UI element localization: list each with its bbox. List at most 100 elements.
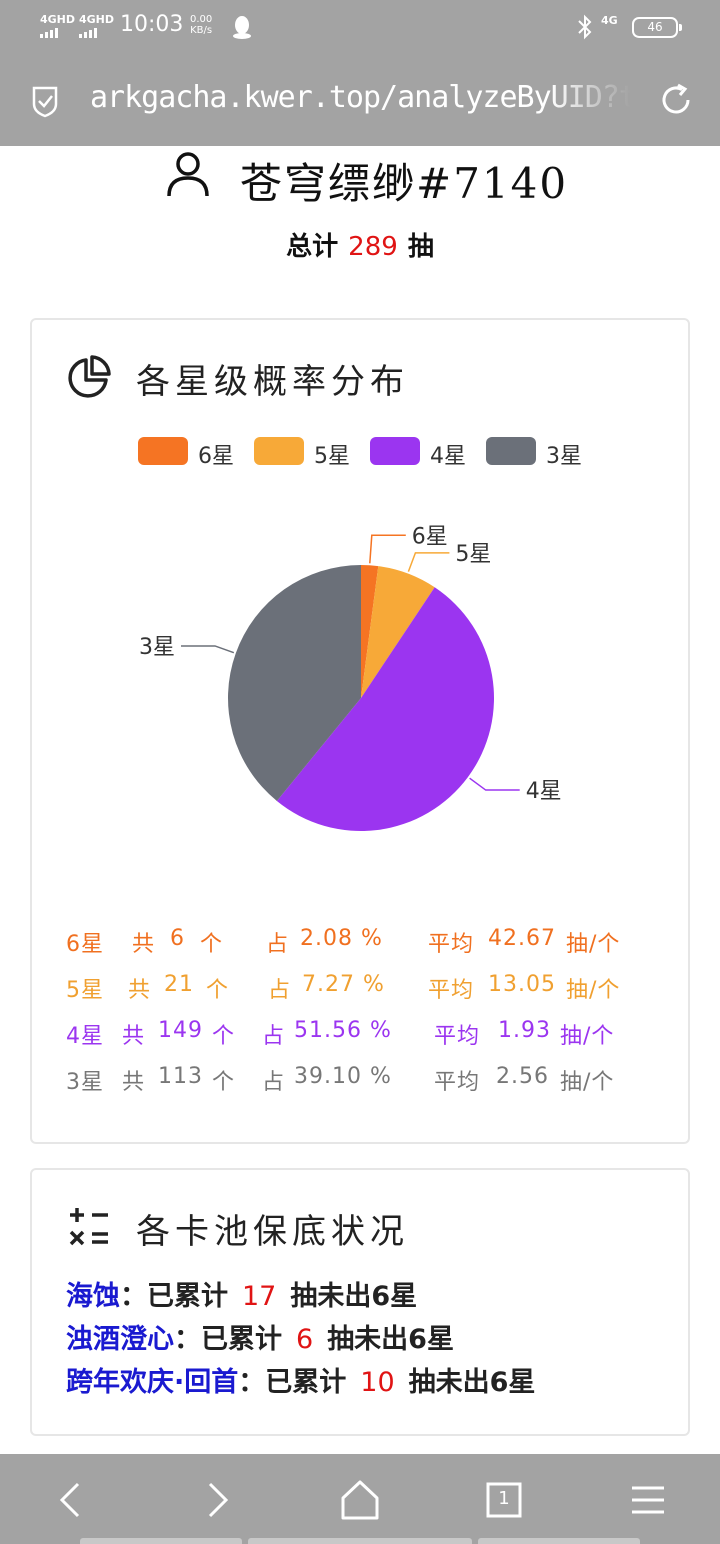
stat-gong: 共 bbox=[132, 932, 156, 957]
legend-swatch bbox=[486, 437, 536, 465]
pool-suffix: 抽未出6星 bbox=[327, 1324, 454, 1355]
legend-swatch bbox=[138, 437, 188, 465]
stat-gong: 共 bbox=[122, 1070, 146, 1095]
pity-card: 各卡池保底状况 海蚀：已累计 17 抽未出6星 浊酒澄心：已累计 6 抽未出6星 跨年欢… bbox=[30, 1168, 690, 1436]
pool-suffix: 抽未出6星 bbox=[290, 1281, 418, 1312]
pie-label-1: 6星 bbox=[412, 524, 448, 549]
legend-label: 3星 bbox=[546, 444, 582, 469]
distribution-card: 各星级概率分布 6星 5星 4星 3星 6星 5星 4星 3星 6星 共 6 个 占 … bbox=[30, 318, 690, 1144]
stat-ge: 个 bbox=[200, 932, 224, 957]
forward-icon[interactable] bbox=[194, 1478, 238, 1522]
total-prefix: 总计 bbox=[286, 232, 339, 262]
pool-prefix: 已累计 bbox=[147, 1281, 228, 1312]
stat-count: 21 bbox=[164, 972, 194, 997]
stat-avg-label: 平均 bbox=[434, 1070, 481, 1095]
pie-label-4: 3星 bbox=[139, 635, 175, 660]
stat-avg-label: 平均 bbox=[428, 932, 475, 957]
pool-suffix: 抽未出6星 bbox=[408, 1367, 536, 1398]
stat-gong: 共 bbox=[128, 978, 152, 1003]
stat-ge: 个 bbox=[212, 1070, 236, 1095]
status-bar: 4GHD 4GHD 10:03 0.00 KB/s 4G 46 bbox=[0, 0, 720, 56]
browser-address-bar: arkgacha.kwer.top/analyzeByUID?to bbox=[0, 56, 720, 146]
pity-row: 海蚀：已累计 17 抽未出6星 bbox=[66, 1274, 535, 1317]
stat-gong: 共 bbox=[122, 1024, 146, 1049]
stat-zhan: 占 bbox=[266, 932, 290, 957]
stat-count: 149 bbox=[158, 1018, 203, 1043]
speed-unit: KB/s bbox=[190, 25, 213, 36]
speed-value: 0.00 bbox=[190, 14, 213, 25]
stat-count: 113 bbox=[158, 1064, 203, 1089]
stat-unit: 抽/个 bbox=[566, 978, 621, 1003]
pie-slice-3[interactable] bbox=[276, 587, 494, 831]
stat-zhan: 占 bbox=[268, 978, 292, 1003]
network-type: 4G bbox=[601, 14, 618, 27]
pool-name: 跨年欢庆·回首 bbox=[66, 1367, 239, 1398]
pie-label-line-2 bbox=[407, 552, 450, 572]
pool-name: 浊酒澄心 bbox=[66, 1324, 174, 1355]
url-field[interactable]: arkgacha.kwer.top/analyzeByUID?to bbox=[90, 80, 630, 122]
pity-row: 浊酒澄心：已累计 6 抽未出6星 bbox=[66, 1317, 535, 1360]
user-icon bbox=[167, 152, 209, 197]
stat-star: 6星 bbox=[66, 932, 104, 957]
stat-row-3star: 3星 共 113 个 占 39.10 % 平均 2.56 抽/个 bbox=[66, 1064, 666, 1110]
pie-label-line-3 bbox=[469, 777, 520, 791]
stat-count: 6 bbox=[170, 926, 185, 951]
menu-icon[interactable] bbox=[626, 1478, 670, 1522]
signal-bars-icon bbox=[79, 27, 114, 38]
tabs-icon bbox=[486, 1482, 522, 1518]
legend-label: 5星 bbox=[314, 444, 350, 469]
back-icon[interactable] bbox=[50, 1478, 94, 1522]
browser-nav-bar: 1 bbox=[0, 1454, 720, 1544]
pool-colon: ： bbox=[174, 1324, 201, 1355]
stat-unit: 抽/个 bbox=[566, 932, 621, 957]
legend-label: 4星 bbox=[430, 444, 466, 469]
pool-count: 10 bbox=[360, 1367, 395, 1398]
stat-zhan: 占 bbox=[262, 1024, 286, 1049]
stat-pct: 7.27 % bbox=[302, 972, 385, 997]
signal-bars-icon bbox=[40, 27, 75, 38]
signal-2-label: 4GHD bbox=[79, 13, 115, 26]
stat-row-4star: 4星 共 149 个 占 51.56 % 平均 1.93 抽/个 bbox=[66, 1018, 666, 1064]
stat-row-6star: 6星 共 6 个 占 2.08 % 平均 42.67 抽/个 bbox=[66, 926, 666, 972]
tab-strip bbox=[80, 1538, 640, 1544]
stat-ge: 个 bbox=[212, 1024, 236, 1049]
stat-avg-label: 平均 bbox=[434, 1024, 481, 1049]
qq-icon bbox=[233, 16, 251, 39]
stat-star: 4星 bbox=[66, 1024, 104, 1049]
stat-avg: 42.67 bbox=[488, 926, 556, 951]
pie-slice-4[interactable] bbox=[228, 565, 361, 802]
pie-chart-icon bbox=[68, 355, 111, 398]
pie-slice-1[interactable] bbox=[361, 565, 379, 698]
stat-avg: 13.05 bbox=[488, 972, 556, 997]
pie-label-3: 4星 bbox=[526, 779, 562, 804]
pie-slice-2[interactable] bbox=[361, 566, 435, 698]
pie-chart: 6星 5星 4星 3星 bbox=[139, 524, 562, 831]
pool-prefix: 已累计 bbox=[265, 1367, 347, 1398]
total-count: 289 bbox=[348, 232, 398, 262]
reload-icon[interactable] bbox=[658, 82, 694, 118]
pool-count: 6 bbox=[296, 1324, 314, 1355]
pie-label-line-4 bbox=[180, 645, 235, 654]
pool-prefix: 已累计 bbox=[201, 1324, 282, 1355]
bluetooth-icon bbox=[578, 14, 592, 40]
clock: 10:03 bbox=[120, 12, 184, 37]
signal-1: 4GHD bbox=[40, 14, 75, 38]
shield-check-icon[interactable] bbox=[30, 84, 60, 118]
total-pulls: 总计 289 抽 bbox=[0, 226, 720, 263]
stat-avg: 1.93 bbox=[498, 1018, 551, 1043]
home-icon[interactable] bbox=[338, 1478, 382, 1522]
calculator-icon bbox=[69, 1208, 108, 1246]
battery-icon: 46 bbox=[632, 17, 682, 38]
pie-label-2: 5星 bbox=[455, 542, 491, 567]
pool-count: 17 bbox=[242, 1281, 277, 1312]
pity-list: 海蚀：已累计 17 抽未出6星 浊酒澄心：已累计 6 抽未出6星 跨年欢庆·回首：已累计… bbox=[66, 1274, 535, 1403]
stat-star: 5星 bbox=[66, 978, 104, 1003]
pool-name: 海蚀 bbox=[66, 1281, 120, 1312]
stat-unit: 抽/个 bbox=[560, 1070, 615, 1095]
star-stats: 6星 共 6 个 占 2.08 % 平均 42.67 抽/个 5星 共 21 个… bbox=[66, 926, 666, 1110]
pool-colon: ： bbox=[238, 1367, 266, 1398]
tabs-button[interactable]: 1 bbox=[482, 1478, 526, 1522]
stat-pct: 2.08 % bbox=[300, 926, 383, 951]
legend-swatch bbox=[254, 437, 304, 465]
legend-swatch bbox=[370, 437, 420, 465]
